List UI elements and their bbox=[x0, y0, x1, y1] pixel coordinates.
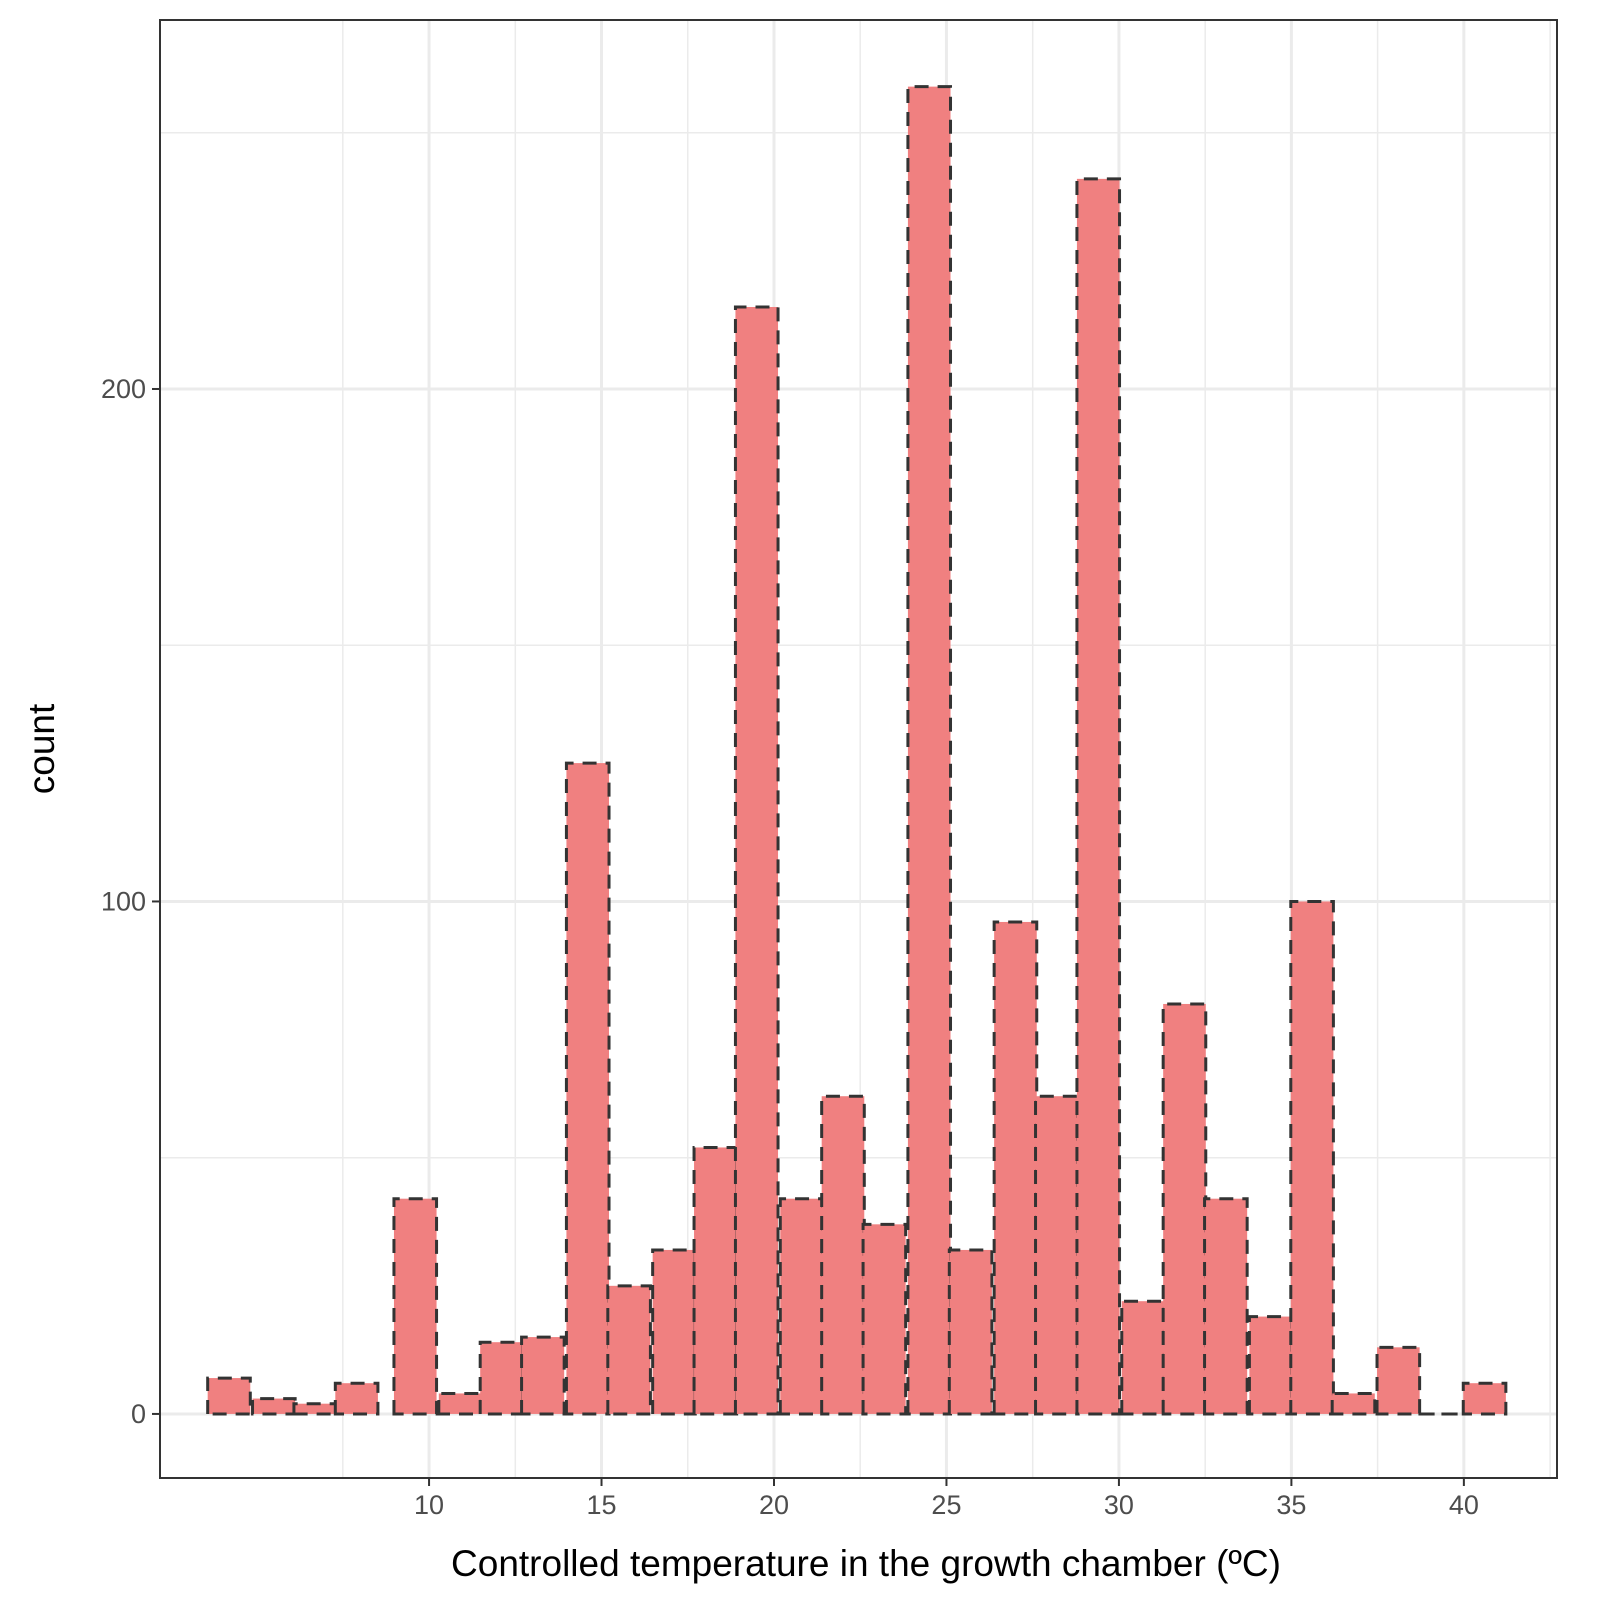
histogram-bar bbox=[1075, 177, 1122, 1416]
histogram-bar bbox=[520, 1335, 566, 1416]
axes: 10 15 20 25 30 35 40 0 100 200 bbox=[101, 374, 1479, 1520]
bar-fill bbox=[438, 1393, 482, 1414]
bar-fill bbox=[335, 1383, 378, 1414]
y-tick-label: 0 bbox=[131, 1399, 146, 1429]
bar-outline bbox=[1161, 1002, 1208, 1416]
histogram-bar bbox=[947, 1248, 994, 1416]
y-tick-label: 100 bbox=[101, 886, 146, 916]
bar-fill bbox=[735, 306, 779, 1414]
histogram-bar bbox=[778, 1197, 825, 1416]
bar-fill bbox=[780, 1198, 823, 1414]
bar-fill bbox=[1332, 1393, 1375, 1414]
histogram-bar bbox=[820, 1094, 866, 1416]
bar-outline bbox=[520, 1335, 566, 1416]
histogram-bar bbox=[1034, 1094, 1080, 1416]
bar-fill bbox=[907, 86, 951, 1414]
bar-outline bbox=[906, 85, 953, 1416]
bar-fill bbox=[1204, 1198, 1248, 1414]
histogram-bar bbox=[1161, 1002, 1208, 1416]
histogram-bar bbox=[206, 1376, 252, 1416]
x-axis-title: Controlled temperature in the growth cha… bbox=[451, 1543, 1281, 1584]
bar-outline bbox=[437, 1391, 483, 1416]
bar-outline bbox=[861, 1222, 908, 1416]
bar-outline bbox=[206, 1376, 252, 1416]
bar-outline bbox=[606, 1284, 652, 1416]
bar-fill bbox=[293, 1403, 337, 1414]
bar-fill bbox=[1377, 1347, 1420, 1414]
bar-outline bbox=[392, 1197, 439, 1416]
bar-outline bbox=[1075, 177, 1122, 1416]
bar-fill bbox=[252, 1398, 296, 1414]
y-tick-label: 200 bbox=[101, 374, 146, 404]
histogram-bar bbox=[651, 1248, 697, 1416]
histogram-bar bbox=[564, 761, 611, 1416]
histogram-bar bbox=[1289, 899, 1335, 1416]
bar-outline bbox=[733, 305, 780, 1416]
histogram-bar bbox=[1247, 1315, 1294, 1416]
bar-outline bbox=[1203, 1197, 1249, 1416]
bar-fill bbox=[1035, 1096, 1079, 1414]
histogram-bar bbox=[906, 85, 953, 1416]
bar-outline bbox=[1289, 899, 1335, 1416]
histogram-bar bbox=[861, 1222, 908, 1416]
bar-outline bbox=[1330, 1391, 1377, 1416]
bar-outline bbox=[333, 1381, 380, 1416]
bar-fill bbox=[994, 921, 1037, 1414]
x-tick-label: 40 bbox=[1449, 1490, 1479, 1520]
bar-outline bbox=[564, 761, 611, 1416]
histogram-bar bbox=[606, 1284, 652, 1416]
bar-fill bbox=[949, 1249, 992, 1414]
bar-fill bbox=[480, 1342, 523, 1414]
histogram-bar bbox=[1330, 1391, 1377, 1416]
panel-border bbox=[159, 19, 1558, 1479]
histogram-bar bbox=[1461, 1381, 1508, 1416]
histogram-bar bbox=[478, 1340, 525, 1416]
histogram-bar bbox=[692, 1145, 739, 1416]
bar-fill bbox=[207, 1378, 251, 1414]
bar-fill bbox=[1076, 178, 1120, 1414]
x-tick-label: 30 bbox=[1104, 1490, 1134, 1520]
bar-fill bbox=[863, 1224, 906, 1414]
bar-fill bbox=[652, 1249, 696, 1414]
bar-fill bbox=[1163, 1003, 1206, 1414]
histogram-bar bbox=[992, 920, 1039, 1416]
x-tick-label: 35 bbox=[1276, 1490, 1306, 1520]
bar-outline bbox=[1461, 1381, 1508, 1416]
bar-outline bbox=[820, 1094, 866, 1416]
x-tick-label: 10 bbox=[414, 1490, 444, 1520]
histogram-bar bbox=[1375, 1345, 1422, 1416]
histogram-bar bbox=[437, 1391, 483, 1416]
y-axis-title: count bbox=[21, 703, 62, 794]
bar-outline bbox=[1120, 1299, 1166, 1416]
bar-fill bbox=[1463, 1383, 1506, 1414]
histogram-bar bbox=[333, 1381, 380, 1416]
bar-fill bbox=[1290, 901, 1334, 1414]
histogram-bar bbox=[292, 1402, 339, 1416]
bar-outline bbox=[478, 1340, 525, 1416]
histogram-bars bbox=[206, 85, 1508, 1416]
bar-fill bbox=[393, 1198, 437, 1414]
bar-fill bbox=[821, 1096, 865, 1414]
bar-fill bbox=[521, 1337, 565, 1414]
bar-fill bbox=[694, 1147, 737, 1414]
histogram-bar bbox=[1120, 1299, 1166, 1416]
bar-outline bbox=[251, 1397, 297, 1416]
bar-outline bbox=[992, 920, 1039, 1416]
histogram-bar bbox=[733, 305, 780, 1416]
x-tick-label: 20 bbox=[759, 1490, 789, 1520]
histogram-bar bbox=[1203, 1197, 1249, 1416]
histogram-bar bbox=[392, 1197, 439, 1416]
bar-fill bbox=[1249, 1316, 1293, 1414]
bar-fill bbox=[566, 763, 610, 1414]
bar-outline bbox=[1375, 1345, 1422, 1416]
bar-outline bbox=[1034, 1094, 1080, 1416]
bar-fill bbox=[1121, 1301, 1165, 1414]
x-tick-label: 15 bbox=[586, 1490, 616, 1520]
x-tick-label: 25 bbox=[931, 1490, 961, 1520]
bar-fill bbox=[607, 1285, 651, 1414]
histogram-bar bbox=[251, 1397, 297, 1416]
